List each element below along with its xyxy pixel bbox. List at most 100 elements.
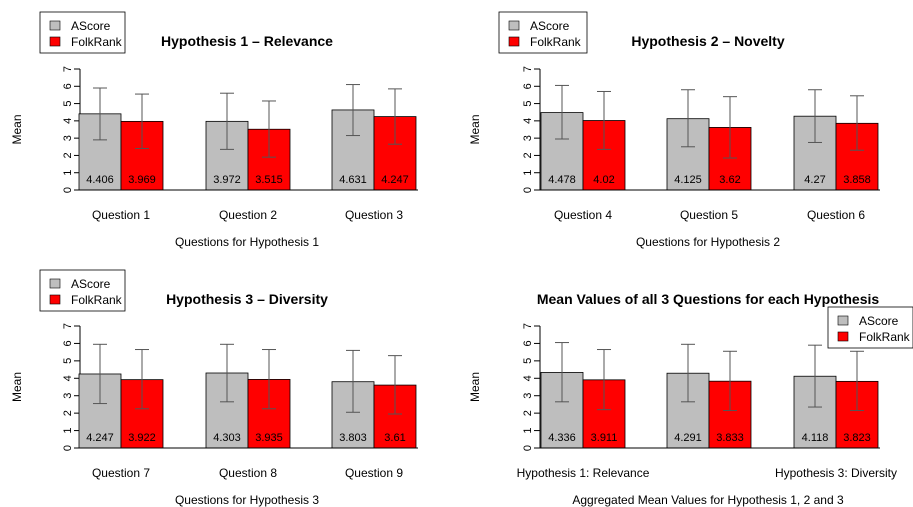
x-axis-label: Questions for Hypothesis 3 (175, 493, 319, 507)
y-axis-label: Mean (10, 114, 24, 144)
bar-value-label: 3.969 (128, 174, 156, 186)
y-tick-label: 2 (62, 152, 74, 158)
y-tick-label: 6 (62, 83, 74, 89)
bar-value-label: 3.61 (384, 432, 405, 444)
bar-value-label: 4.291 (674, 432, 702, 444)
x-category-label: Question 7 (92, 466, 150, 480)
y-tick-label: 6 (522, 340, 534, 346)
legend-swatch-folkrank (49, 294, 61, 305)
y-tick-label: 0 (62, 187, 74, 193)
legend-swatch-folkrank (508, 36, 520, 47)
bar-value-label: 3.823 (843, 432, 871, 444)
y-tick-label: 4 (522, 118, 534, 124)
y-tick-label: 5 (62, 101, 74, 107)
legend-swatch-folkrank (837, 331, 849, 342)
bar-value-label: 4.27 (804, 174, 825, 186)
legend-swatch-ascore (49, 20, 61, 31)
legend-label-folkrank: FolkRank (530, 35, 582, 49)
x-axis-label: Aggregated Mean Values for Hypothesis 1,… (572, 493, 844, 507)
x-category-label: Question 5 (680, 208, 738, 222)
y-tick-label: 7 (522, 66, 534, 72)
y-tick-label: 7 (62, 323, 74, 329)
panel-hypothesis-1: Hypothesis 1 – Relevance 0 1 2 3 4 5 6 7 Mean 4.40… (10, 11, 418, 249)
bar-value-label: 4.02 (593, 174, 614, 186)
y-tick-label: 7 (522, 323, 534, 329)
bar-value-label: 4.631 (339, 174, 367, 186)
x-category-label: Hypothesis 3: Diversity (775, 466, 897, 480)
bar-value-label: 3.935 (255, 432, 283, 444)
legend-swatch-ascore (837, 315, 849, 326)
bar-value-label: 4.336 (548, 432, 576, 444)
y-tick-label: 5 (522, 358, 534, 364)
y-axis-label: Mean (468, 372, 482, 402)
x-category-label: Question 6 (807, 208, 865, 222)
x-category-label: Question 3 (345, 208, 403, 222)
chart-title: Hypothesis 2 – Novelty (631, 33, 784, 49)
y-tick-label: 0 (522, 187, 534, 193)
panel-hypothesis-2: Hypothesis 2 – Novelty 0 1 2 3 4 5 6 7 Mean 4.478 4… (468, 11, 880, 249)
x-axis-label: Questions for Hypothesis 2 (636, 235, 780, 249)
y-tick-label: 4 (522, 375, 534, 381)
y-tick-label: 2 (62, 410, 74, 416)
y-tick-label: 5 (62, 358, 74, 364)
legend-label-folkrank: FolkRank (859, 330, 911, 344)
y-tick-label: 6 (62, 340, 74, 346)
legend-swatch-ascore (49, 278, 61, 289)
x-axis-label: Questions for Hypothesis 1 (175, 235, 319, 249)
y-tick-label: 0 (522, 445, 534, 451)
y-tick-label: 1 (522, 428, 534, 434)
bar-value-label: 3.858 (843, 174, 871, 186)
bar-value-label: 3.972 (213, 174, 241, 186)
panel-aggregated: Mean Values of all 3 Questions for each … (468, 291, 913, 507)
x-category-label: Question 9 (345, 466, 403, 480)
y-tick-label: 6 (522, 83, 534, 89)
y-tick-label: 3 (62, 393, 74, 399)
y-tick-label: 2 (522, 152, 534, 158)
legend-label-folkrank: FolkRank (71, 35, 123, 49)
y-tick-label: 3 (522, 393, 534, 399)
bar-value-label: 4.247 (381, 174, 409, 186)
legend-label-folkrank: FolkRank (71, 293, 123, 307)
chart-title: Hypothesis 3 – Diversity (166, 291, 328, 307)
legend-swatch-folkrank (49, 36, 61, 47)
legend-label-ascore: AScore (859, 314, 899, 328)
legend-label-ascore: AScore (71, 19, 111, 33)
bar-value-label: 4.303 (213, 432, 241, 444)
legend-label-ascore: AScore (530, 19, 570, 33)
x-category-label: Question 2 (219, 208, 277, 222)
x-category-label: Question 8 (219, 466, 277, 480)
bar-value-label: 4.118 (802, 432, 829, 444)
y-tick-label: 7 (62, 66, 74, 72)
x-category-label: Question 1 (92, 208, 150, 222)
x-category-label: Hypothesis 1: Relevance (517, 466, 650, 480)
bar-value-label: 4.406 (86, 174, 114, 186)
bar-value-label: 3.803 (339, 432, 367, 444)
chart-title: Hypothesis 1 – Relevance (161, 33, 333, 49)
legend-label-ascore: AScore (71, 277, 111, 291)
bar-value-label: 3.515 (255, 174, 283, 186)
y-tick-label: 1 (522, 170, 534, 176)
y-tick-label: 3 (522, 135, 534, 141)
bar-value-label: 3.922 (128, 432, 156, 444)
y-axis-label: Mean (10, 372, 24, 402)
chart-title: Mean Values of all 3 Questions for each … (537, 291, 880, 307)
bar-value-label: 4.247 (86, 432, 114, 444)
y-axis-label: Mean (468, 114, 482, 144)
y-tick-label: 2 (522, 410, 534, 416)
bar-value-label: 3.62 (719, 174, 740, 186)
bar-value-label: 3.911 (591, 432, 618, 444)
y-tick-label: 0 (62, 445, 74, 451)
y-tick-label: 1 (62, 170, 74, 176)
y-tick-label: 4 (62, 118, 74, 124)
y-tick-label: 3 (62, 135, 74, 141)
bar-value-label: 4.125 (674, 174, 702, 186)
bar-value-label: 3.833 (716, 432, 744, 444)
y-tick-label: 5 (522, 101, 534, 107)
legend-swatch-ascore (508, 20, 520, 31)
panel-hypothesis-3: Hypothesis 3 – Diversity 0 1 2 3 4 5 6 7 Mean 4.24… (10, 269, 418, 507)
bar-value-label: 4.478 (548, 174, 576, 186)
y-tick-label: 1 (62, 428, 74, 434)
x-category-label: Question 4 (554, 208, 612, 222)
y-tick-label: 4 (62, 375, 74, 381)
